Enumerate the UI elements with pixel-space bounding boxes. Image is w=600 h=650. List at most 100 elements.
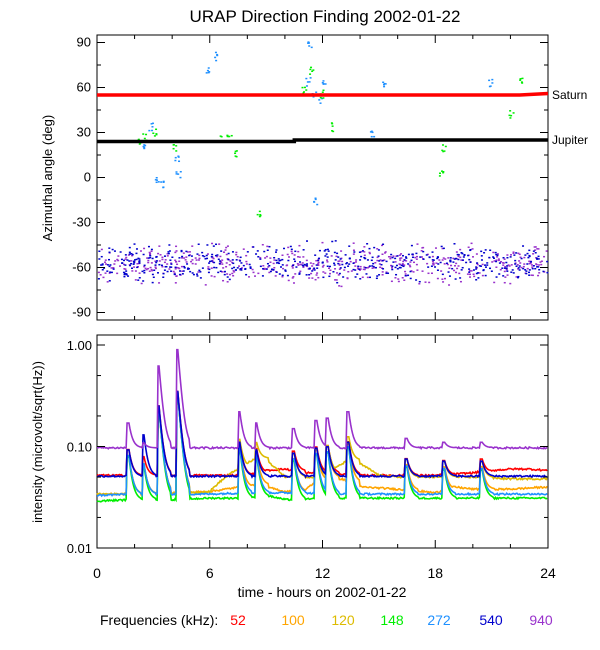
azimuth-point-540 (518, 265, 521, 267)
azimuth-point-540 (404, 275, 407, 277)
azimuth-point-540 (223, 270, 226, 273)
azimuth-point-540 (249, 267, 252, 269)
azimuth-point-272 (312, 96, 315, 98)
azimuth-point-540 (334, 259, 337, 261)
azimuth-point-940 (221, 271, 224, 273)
azimuth-point-540 (409, 270, 412, 273)
azimuth-point-940 (114, 260, 117, 262)
azimuth-point-540 (210, 255, 213, 258)
azimuth-point-540 (381, 259, 384, 262)
azimuth-point-940 (166, 253, 169, 255)
azimuth-point-540 (220, 250, 223, 252)
azimuth-point-940 (510, 254, 513, 256)
azimuth-point-540 (326, 265, 329, 267)
azimuth-point-540 (268, 264, 271, 267)
azimuth-point-540 (235, 259, 238, 261)
azimuth-point-940 (470, 270, 473, 272)
azimuth-point-940 (493, 260, 496, 262)
azimuth-point-940 (390, 280, 393, 283)
azimuth-point-940 (321, 266, 324, 268)
azimuth-point-940 (441, 278, 444, 280)
azimuth-point-540 (130, 252, 133, 255)
azimuth-point-540 (415, 279, 418, 281)
azimuth-point-540 (120, 258, 123, 261)
azimuth-point-540 (454, 257, 457, 260)
azimuth-point-148 (508, 114, 511, 117)
azimuth-point-940 (397, 278, 400, 280)
azimuth-point-940 (373, 266, 376, 269)
azimuth-point-940 (138, 272, 141, 274)
azimuth-point-940 (273, 259, 276, 261)
azimuth-point-540 (170, 266, 173, 268)
azimuth-point-540 (206, 244, 209, 246)
azimuth-point-940 (245, 254, 248, 257)
azimuth-point-540 (270, 268, 273, 270)
azimuth-point-940 (266, 245, 269, 248)
azimuth-point-940 (356, 267, 359, 269)
azimuth-point-540 (162, 276, 165, 278)
azimuth-point-940 (251, 268, 254, 271)
azimuth-point-940 (401, 277, 404, 279)
azimuth-point-540 (213, 266, 216, 269)
azimuth-point-940 (172, 270, 175, 273)
azimuth-point-940 (352, 242, 355, 244)
azimuth-point-940 (312, 268, 315, 271)
azimuth-point-540 (392, 261, 395, 263)
azimuth-point-940 (501, 262, 504, 264)
azimuth-point-540 (537, 266, 540, 268)
azimuth-point-540 (359, 278, 362, 280)
azimuth-point-940 (239, 268, 242, 271)
azimuth-point-940 (538, 264, 541, 266)
azimuth-point-272 (370, 135, 373, 138)
azimuth-point-940 (519, 262, 522, 264)
azimuth-point-940 (341, 260, 344, 263)
azimuth-point-940 (500, 260, 503, 263)
azimuth-point-272 (207, 67, 210, 69)
azimuth-point-272 (177, 173, 180, 175)
azimuth-point-940 (108, 272, 111, 274)
azimuth-point-148 (145, 133, 148, 136)
azimuth-point-540 (192, 273, 195, 276)
azimuth-point-540 (361, 250, 364, 252)
azimuth-point-540 (129, 264, 132, 267)
azimuth-point-540 (138, 277, 141, 279)
azimuth-point-940 (272, 262, 275, 265)
azimuth-point-540 (249, 266, 252, 268)
intensity-y-tick-label: 1.00 (67, 338, 92, 353)
azimuth-point-148 (521, 82, 524, 84)
azimuth-point-940 (338, 260, 341, 262)
azimuth-point-540 (108, 251, 111, 254)
azimuth-point-940 (497, 259, 500, 262)
azimuth-point-940 (305, 259, 308, 262)
azimuth-point-540 (132, 263, 135, 265)
azimuth-point-272 (491, 82, 494, 84)
azimuth-point-940 (228, 263, 231, 266)
azimuth-point-540 (123, 273, 126, 276)
azimuth-point-540 (520, 257, 523, 260)
azimuth-point-540 (372, 262, 375, 265)
azimuth-point-272 (174, 156, 177, 159)
azimuth-point-940 (226, 281, 229, 283)
azimuth-point-940 (447, 257, 450, 259)
azimuth-point-540 (354, 276, 357, 278)
azimuth-point-940 (211, 261, 214, 263)
azimuth-point-148 (312, 69, 315, 71)
azimuth-point-940 (528, 260, 531, 263)
azimuth-point-540 (196, 275, 199, 277)
azimuth-point-940 (183, 257, 186, 259)
azimuth-point-940 (526, 267, 529, 270)
azimuth-point-540 (275, 249, 278, 251)
azimuth-point-540 (467, 254, 470, 257)
azimuth-point-940 (495, 259, 498, 261)
azimuth-point-540 (368, 247, 371, 250)
azimuth-point-940 (505, 268, 508, 271)
azimuth-point-540 (322, 276, 325, 279)
azimuth-point-940 (378, 263, 381, 265)
azimuth-point-940 (166, 255, 169, 257)
azimuth-point-540 (449, 260, 452, 262)
azimuth-point-540 (511, 269, 514, 271)
azimuth-point-940 (133, 266, 136, 268)
azimuth-point-940 (312, 262, 315, 265)
azimuth-point-940 (455, 271, 458, 274)
azimuth-point-540 (97, 278, 100, 280)
